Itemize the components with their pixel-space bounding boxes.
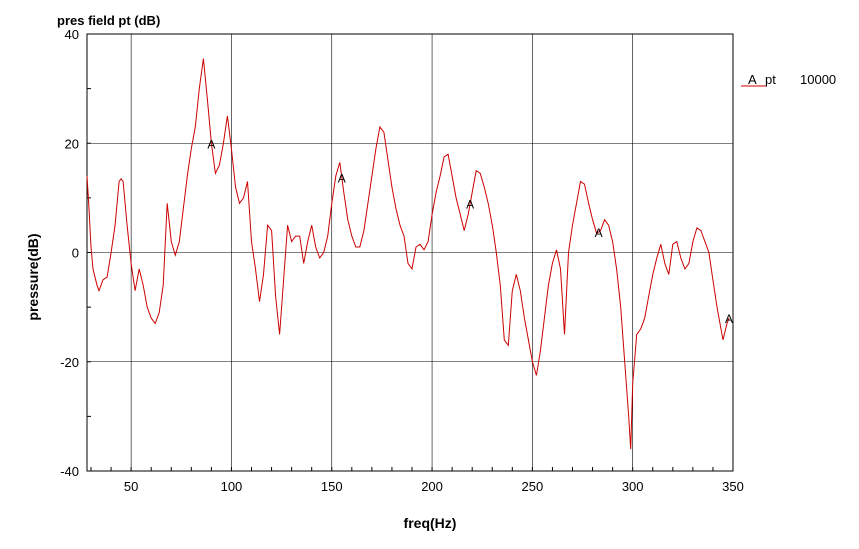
y-tick-label: -20 <box>60 355 79 370</box>
series-marker: A <box>595 226 603 240</box>
plot-frame <box>86 33 734 472</box>
series-markers: A A A A A <box>207 137 733 326</box>
x-tick-label: 200 <box>421 479 443 494</box>
tick-labels: 50 100 150 200 250 300 350 -40 -20 0 20 40 <box>60 27 744 494</box>
y-axis-label: pressure(dB) <box>25 233 41 320</box>
grid <box>87 33 734 472</box>
series-marker: A <box>338 171 346 185</box>
series-marker: A <box>725 312 733 326</box>
series-marker: A <box>466 197 474 211</box>
x-tick-label: 350 <box>722 479 744 494</box>
legend-marker: A <box>748 72 757 87</box>
x-tick-label: 100 <box>221 479 243 494</box>
y-tick-label: 0 <box>72 246 79 261</box>
x-tick-label: 300 <box>622 479 644 494</box>
y-tick-label: 20 <box>65 136 79 151</box>
y-tick-label: -40 <box>60 464 79 479</box>
legend-value: 10000 <box>800 72 836 87</box>
legend: A pt 10000 <box>741 72 836 87</box>
series-layer <box>86 58 730 450</box>
legend-series-name: pt <box>765 72 776 87</box>
x-tick-label: 250 <box>522 479 544 494</box>
x-axis-label: freq(Hz) <box>404 515 457 531</box>
series-line-pt <box>86 58 730 450</box>
series-marker: A <box>207 137 215 151</box>
chart-title: pres field pt (dB) <box>57 13 160 28</box>
x-tick-label: 150 <box>321 479 343 494</box>
y-tick-label: 40 <box>65 27 79 42</box>
x-tick-label: 50 <box>124 479 138 494</box>
